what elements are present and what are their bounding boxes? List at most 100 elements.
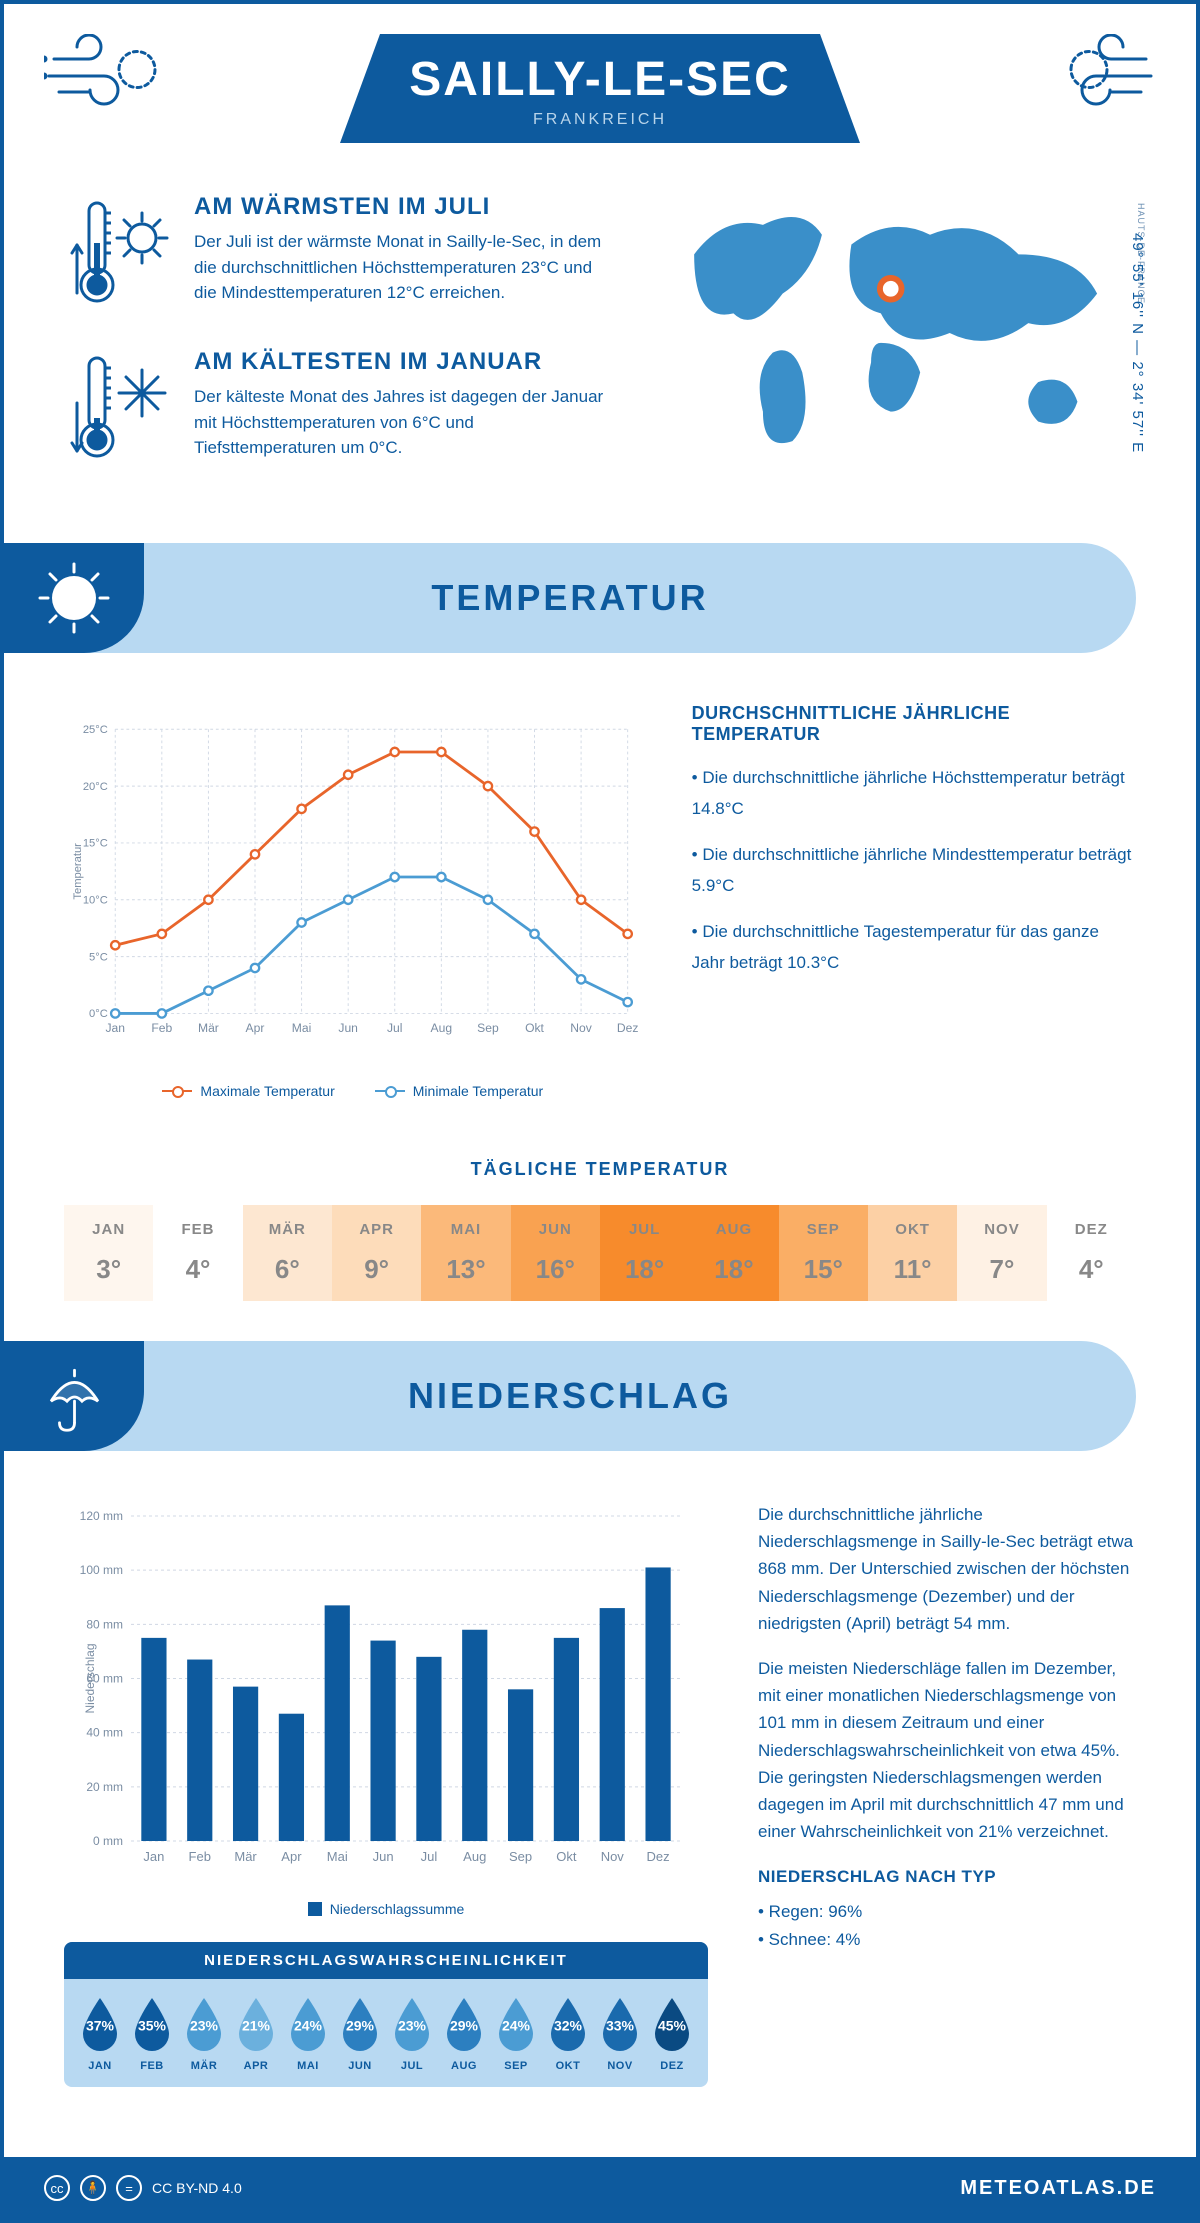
temp-cell: OKT11° — [868, 1205, 957, 1301]
temp-cell: APR9° — [332, 1205, 421, 1301]
svg-text:80 mm: 80 mm — [86, 1617, 123, 1631]
temperature-chart-row: 0°C 5°C 10°C 15°C 20°C 25°C Jan Feb Mär Apr Mai Jun… — [4, 683, 1196, 1129]
drop-item: 29%AUG — [440, 1994, 488, 2072]
precip-legend: Niederschlagssumme — [64, 1901, 708, 1917]
temperature-section-header: TEMPERATUR — [4, 543, 1136, 653]
svg-text:Jul: Jul — [387, 1021, 402, 1035]
svg-text:0 mm: 0 mm — [93, 1834, 123, 1848]
drop-item: 29%JUN — [336, 1994, 384, 2072]
precipitation-heading: NIEDERSCHLAG — [408, 1375, 732, 1417]
temp-cell: NOV7° — [957, 1205, 1046, 1301]
svg-text:Jan: Jan — [143, 1849, 164, 1864]
svg-text:Mai: Mai — [292, 1021, 312, 1035]
temp-cell: MAI13° — [421, 1205, 510, 1301]
svg-text:120 mm: 120 mm — [80, 1509, 123, 1523]
svg-text:Apr: Apr — [281, 1849, 302, 1864]
svg-text:Okt: Okt — [525, 1021, 544, 1035]
cc-icon: cc — [44, 2175, 70, 2201]
probability-box: NIEDERSCHLAGSWAHRSCHEINLICHKEIT 37%JAN35… — [64, 1942, 708, 2087]
city-title: SAILLY-LE-SEC — [380, 52, 820, 107]
title-banner: SAILLY-LE-SEC FRANKREICH — [340, 34, 860, 143]
umbrella-icon — [37, 1359, 112, 1434]
svg-text:Niederschlag: Niederschlag — [83, 1643, 97, 1713]
svg-text:5°C: 5°C — [89, 951, 108, 963]
svg-text:Jul: Jul — [421, 1849, 438, 1864]
drop-item: 23%JUL — [388, 1994, 436, 2072]
drop-item: 45%DEZ — [648, 1994, 696, 2072]
probability-title: NIEDERSCHLAGSWAHRSCHEINLICHKEIT — [64, 1942, 708, 1979]
temp-cell: JAN3° — [64, 1205, 153, 1301]
avg-temp-title: DURCHSCHNITTLICHE JÄHRLICHE TEMPERATUR — [692, 703, 1136, 745]
drop-item: 24%MAI — [284, 1994, 332, 2072]
svg-text:Sep: Sep — [509, 1849, 532, 1864]
coldest-text: Der kälteste Monat des Jahres ist dagege… — [194, 384, 605, 461]
drop-item: 32%OKT — [544, 1994, 592, 2072]
nd-icon: = — [116, 2175, 142, 2201]
svg-text:Okt: Okt — [556, 1849, 577, 1864]
svg-text:Mär: Mär — [198, 1021, 219, 1035]
daily-temp-table: JAN3°FEB4°MÄR6°APR9°MAI13°JUN16°JUL18°AU… — [4, 1205, 1196, 1341]
sun-icon — [34, 558, 114, 638]
warmest-text: Der Juli ist der wärmste Monat in Sailly… — [194, 229, 605, 306]
precip-body-1: Die durchschnittliche jährliche Niedersc… — [758, 1501, 1136, 1637]
temp-cell: AUG18° — [689, 1205, 778, 1301]
footer: cc 🧍 = CC BY-ND 4.0 METEOATLAS.DE — [4, 2157, 1196, 2219]
precip-body-2: Die meisten Niederschläge fallen im Deze… — [758, 1655, 1136, 1845]
svg-text:Dez: Dez — [617, 1021, 639, 1035]
precipitation-section-header: NIEDERSCHLAG — [4, 1341, 1136, 1451]
precipitation-bar-chart: 0 mm20 mm40 mm60 mm80 mm100 mm120 mmJanF… — [64, 1501, 708, 1881]
wind-icon — [1036, 34, 1156, 114]
svg-text:Feb: Feb — [151, 1021, 172, 1035]
thermometer-hot-icon — [64, 193, 174, 313]
warmest-title: AM WÄRMSTEN IM JULI — [194, 193, 605, 221]
country-subtitle: FRANKREICH — [380, 111, 820, 129]
svg-text:25°C: 25°C — [83, 724, 108, 736]
drop-item: 35%FEB — [128, 1994, 176, 2072]
license-text: CC BY-ND 4.0 — [152, 2180, 242, 2196]
by-icon: 🧍 — [80, 2175, 106, 2201]
drop-item: 24%SEP — [492, 1994, 540, 2072]
svg-text:Dez: Dez — [647, 1849, 670, 1864]
svg-text:100 mm: 100 mm — [80, 1563, 123, 1577]
drop-item: 33%NOV — [596, 1994, 644, 2072]
svg-text:15°C: 15°C — [83, 838, 108, 850]
daily-temp-title: TÄGLICHE TEMPERATUR — [4, 1159, 1196, 1180]
precip-type-title: NIEDERSCHLAG NACH TYP — [758, 1863, 1136, 1890]
coldest-title: AM KÄLTESTEN IM JANUAR — [194, 348, 605, 376]
svg-text:Mai: Mai — [327, 1849, 348, 1864]
svg-text:Nov: Nov — [601, 1849, 625, 1864]
svg-text:Sep: Sep — [477, 1021, 499, 1035]
svg-text:40 mm: 40 mm — [86, 1726, 123, 1740]
drop-item: 21%APR — [232, 1994, 280, 2072]
svg-text:Aug: Aug — [463, 1849, 486, 1864]
wind-icon — [44, 34, 164, 114]
chart-legend: .legend-item:nth-child(1) .legend-swatch… — [64, 1083, 642, 1099]
svg-text:Jan: Jan — [105, 1021, 125, 1035]
svg-text:Feb: Feb — [189, 1849, 211, 1864]
svg-text:20°C: 20°C — [83, 781, 108, 793]
temp-cell: SEP15° — [779, 1205, 868, 1301]
license: cc 🧍 = CC BY-ND 4.0 — [44, 2175, 242, 2201]
svg-text:Apr: Apr — [246, 1021, 265, 1035]
svg-text:Jun: Jun — [373, 1849, 394, 1864]
thermometer-cold-icon — [64, 348, 174, 468]
temp-cell: DEZ4° — [1047, 1205, 1136, 1301]
svg-text:10°C: 10°C — [83, 894, 108, 906]
precipitation-chart-row: 0 mm20 mm40 mm60 mm80 mm100 mm120 mmJanF… — [4, 1481, 1196, 2117]
probability-drops: 37%JAN35%FEB23%MÄR21%APR24%MAI29%JUN23%J… — [64, 1994, 708, 2072]
temp-cell: JUL18° — [600, 1205, 689, 1301]
temperature-line-chart: 0°C 5°C 10°C 15°C 20°C 25°C Jan Feb Mär Apr Mai Jun… — [64, 703, 642, 1063]
summary-row: AM WÄRMSTEN IM JULI Der Juli ist der wär… — [4, 163, 1196, 543]
legend-max: Maximale Temperatur — [200, 1083, 334, 1099]
svg-text:Mär: Mär — [234, 1849, 257, 1864]
header: SAILLY-LE-SEC FRANKREICH — [4, 4, 1196, 163]
temp-cell: FEB4° — [153, 1205, 242, 1301]
coldest-block: AM KÄLTESTEN IM JANUAR Der kälteste Mona… — [64, 348, 605, 468]
avg-temp-bullets: • Die durchschnittliche jährliche Höchst… — [692, 763, 1136, 979]
svg-text:Temperatur: Temperatur — [72, 843, 84, 900]
svg-text:0°C: 0°C — [89, 1008, 108, 1020]
svg-text:Jun: Jun — [338, 1021, 358, 1035]
warmest-block: AM WÄRMSTEN IM JULI Der Juli ist der wär… — [64, 193, 605, 313]
precip-legend-label: Niederschlagssumme — [330, 1901, 465, 1917]
svg-text:20 mm: 20 mm — [86, 1780, 123, 1794]
